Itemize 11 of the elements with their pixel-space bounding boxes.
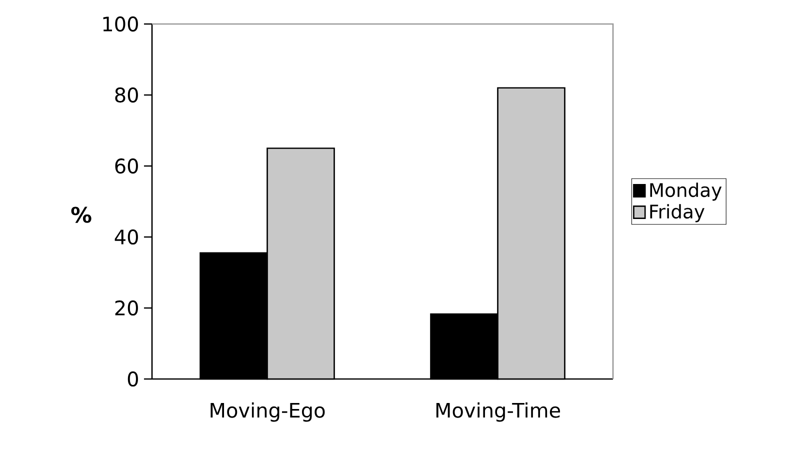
y-tick-label: 0 <box>128 371 138 387</box>
legend-label: Monday <box>650 182 722 201</box>
y-axis-title: % <box>71 206 92 223</box>
y-tick-label: 100 <box>103 16 138 32</box>
y-tick-label: 60 <box>115 158 138 174</box>
x-tick-label: Moving-Ego <box>210 402 325 422</box>
x-tick-label: Moving-Time <box>436 402 560 422</box>
y-tick-label: 20 <box>115 300 138 316</box>
y-tick-label: 80 <box>115 87 138 103</box>
y-tick-label: 40 <box>114 229 138 245</box>
legend-label: Friday <box>650 204 704 222</box>
